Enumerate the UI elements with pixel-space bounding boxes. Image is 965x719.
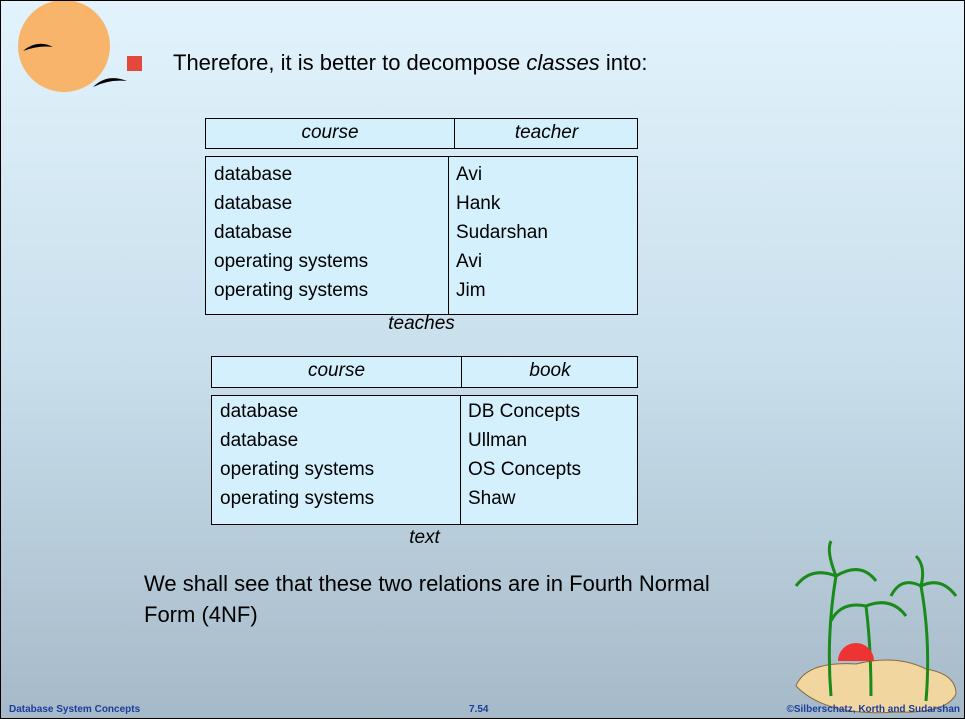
table-cell: database bbox=[220, 401, 299, 422]
table-cell: Ullman bbox=[468, 430, 528, 451]
paragraph: We shall see that these two relations ar… bbox=[144, 568, 710, 630]
footer-left: Database System Concepts bbox=[9, 704, 141, 715]
table-cell: operating systems bbox=[220, 488, 375, 509]
column-divider bbox=[460, 396, 461, 524]
table-cell: operating systems bbox=[214, 251, 369, 272]
table-cell: Jim bbox=[456, 280, 486, 301]
table-cell: Avi bbox=[456, 164, 483, 185]
column-divider bbox=[448, 157, 449, 314]
table-cell: DB Concepts bbox=[468, 401, 580, 422]
table-cell: database bbox=[214, 164, 293, 185]
table-body: database DB Concepts database Ullman operati… bbox=[211, 395, 638, 525]
text: classes bbox=[526, 50, 600, 75]
table-body: database Avi database Hank database Sudarshan… bbox=[205, 156, 638, 315]
table-cell: database bbox=[214, 193, 293, 214]
paragraph-line: We shall see that these two relations ar… bbox=[144, 571, 710, 596]
palm-island bbox=[794, 540, 958, 714]
footer-right: ©Silberschatz, Korth and Sudarshan bbox=[786, 704, 960, 715]
table-header: course book bbox=[211, 356, 638, 388]
table-header: course teacher bbox=[205, 118, 638, 149]
bullet-marker bbox=[127, 56, 142, 71]
table-cell: Shaw bbox=[468, 488, 516, 509]
column-divider bbox=[454, 119, 455, 148]
paragraph-line: Form (4NF) bbox=[144, 602, 258, 627]
table-cell: database bbox=[214, 222, 293, 243]
table-cell: Sudarshan bbox=[456, 222, 548, 243]
table-cell: OS Concepts bbox=[468, 459, 581, 480]
header-cell: course bbox=[307, 360, 366, 381]
text: Therefore, it is better to decompose bbox=[173, 50, 527, 75]
table-cell: Hank bbox=[456, 193, 501, 214]
table-cell: database bbox=[220, 430, 299, 451]
sun-birds bbox=[18, 1, 127, 92]
footer-center: 7.54 bbox=[469, 704, 489, 715]
table-cell: operating systems bbox=[214, 280, 369, 301]
table-cell: Avi bbox=[456, 251, 483, 272]
column-divider bbox=[461, 357, 462, 387]
bullet-text: Therefore, it is better to decompose cla… bbox=[173, 50, 647, 76]
header-cell: course bbox=[301, 122, 359, 143]
table-caption: teaches bbox=[388, 313, 455, 334]
header-cell: teacher bbox=[514, 122, 579, 143]
text: into: bbox=[599, 50, 648, 75]
table-caption: text bbox=[409, 527, 440, 548]
table-cell: operating systems bbox=[220, 459, 375, 480]
header-cell: book bbox=[529, 360, 571, 381]
